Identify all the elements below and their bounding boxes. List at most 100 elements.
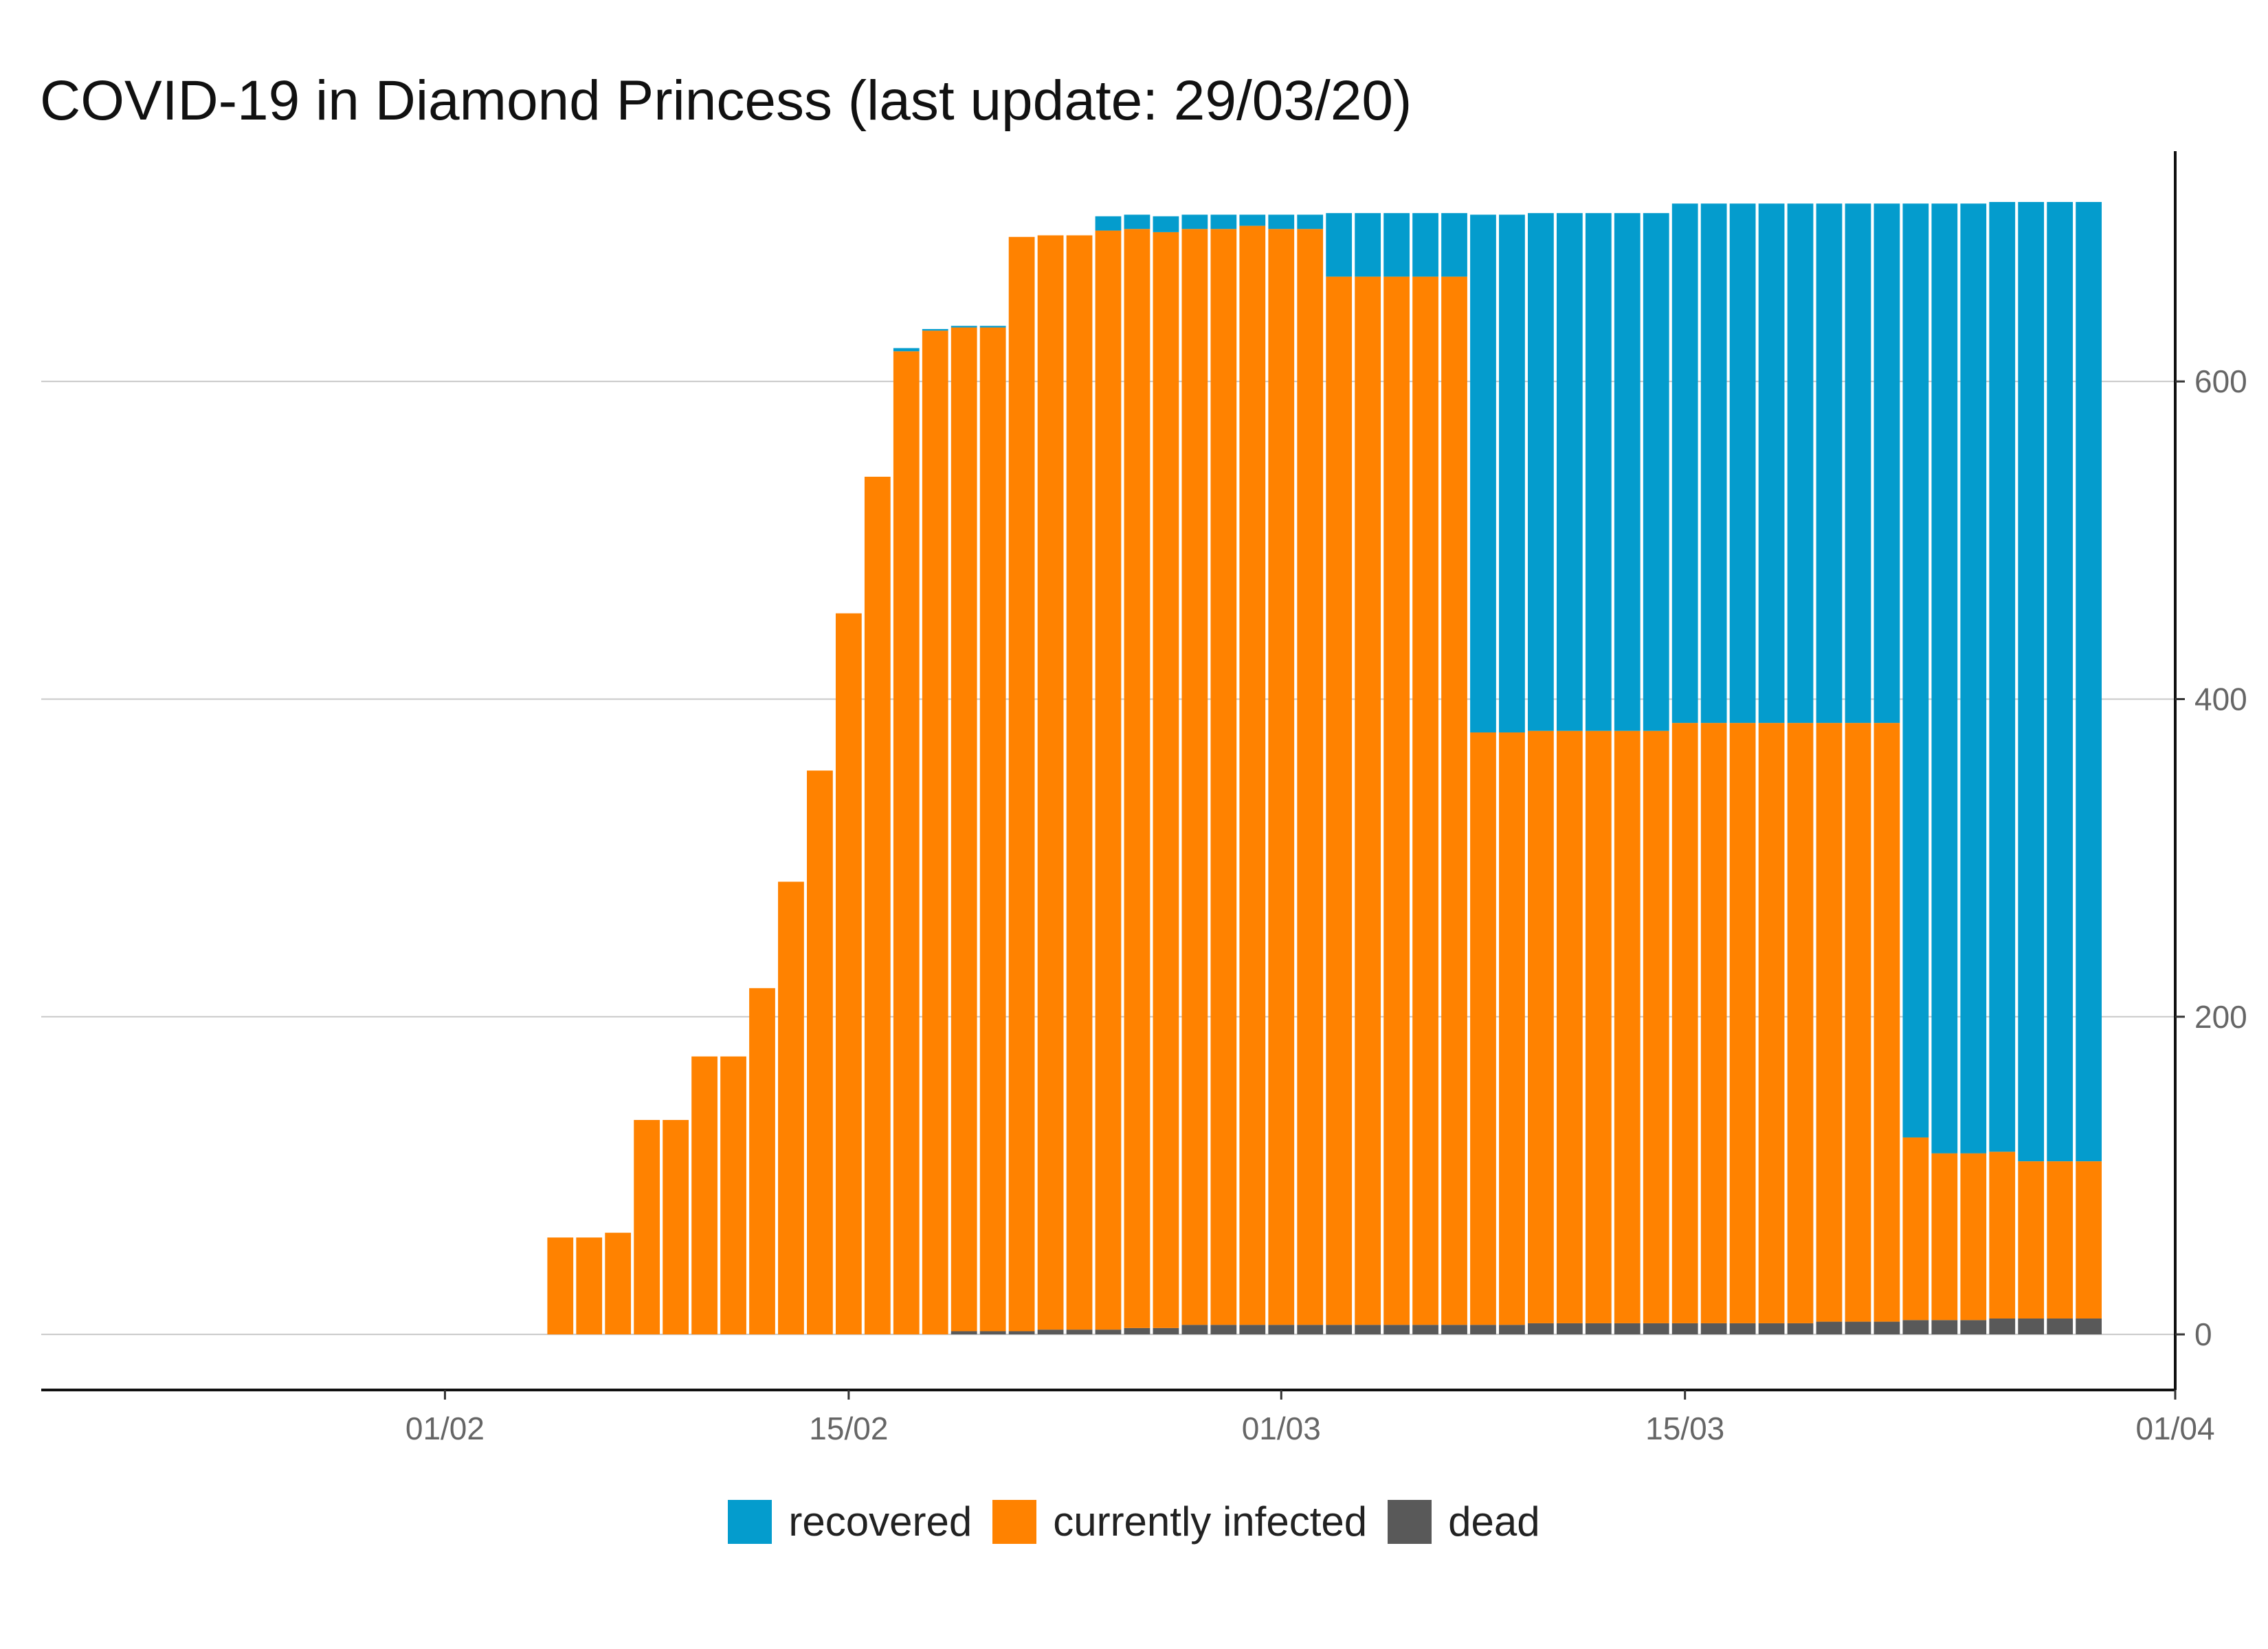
bar-currently-infected (1758, 723, 1785, 1323)
y-tick-label: 600 (2194, 363, 2247, 399)
bar-dead (2076, 1318, 2102, 1335)
bar-dead (1729, 1323, 1756, 1335)
bar-recovered (1643, 213, 1669, 731)
bar-recovered (1153, 216, 1179, 232)
bars (547, 201, 2102, 1335)
bar-recovered (1412, 213, 1438, 277)
bar-recovered (1614, 213, 1641, 731)
y-tick-label: 0 (2194, 1316, 2212, 1352)
bar-recovered (1441, 213, 1467, 277)
bar-dead (1470, 1325, 1496, 1335)
bar-currently-infected (1181, 229, 1208, 1325)
bar-recovered (1902, 203, 1929, 1138)
legend-item-dead: dead (1388, 1498, 1540, 1545)
bar-currently-infected (1700, 723, 1727, 1323)
bar-dead (1383, 1325, 1410, 1335)
x-tick-label: 01/02 (405, 1411, 485, 1446)
bar-recovered (2047, 201, 2074, 1162)
bar-dead (1816, 1321, 1843, 1335)
bar-currently-infected (1210, 229, 1237, 1325)
legend-item-recovered: recovered (728, 1498, 972, 1545)
bar-dead (1124, 1327, 1150, 1335)
bar-dead (1787, 1323, 1814, 1335)
legend-swatch-dead (1388, 1499, 1432, 1544)
axes (41, 151, 2177, 1391)
bar-recovered (1960, 203, 1987, 1154)
bar-dead (1845, 1321, 1871, 1335)
bar-dead (1066, 1330, 1093, 1335)
bar-dead (979, 1331, 1006, 1335)
legend-item-currently-infected: currently infected (992, 1498, 1367, 1545)
bar-currently-infected (720, 1056, 746, 1335)
bar-currently-infected (1989, 1152, 2016, 1319)
tick-labels: 0 200 400 600 01/02 15/02 01/03 15/03 01/04 (405, 363, 2247, 1446)
bar-dead (1326, 1325, 1353, 1335)
bar-dead (1902, 1320, 1929, 1335)
bar-currently-infected (1643, 730, 1669, 1323)
bar-dead (1614, 1323, 1641, 1335)
bar-recovered (2018, 201, 2045, 1162)
bar-currently-infected (950, 327, 977, 1332)
bar-dead (1989, 1318, 2016, 1335)
bar-recovered (1989, 201, 2016, 1152)
bar-recovered (2076, 201, 2102, 1162)
bar-currently-infected (1383, 276, 1410, 1325)
bar-dead (2047, 1318, 2074, 1335)
bar-dead (1556, 1323, 1583, 1335)
bar-currently-infected (1585, 730, 1612, 1323)
bar-currently-infected (1931, 1153, 1958, 1321)
bar-recovered (1210, 214, 1237, 229)
bar-dead (1671, 1323, 1698, 1335)
bar-currently-infected (1412, 276, 1438, 1325)
bar-recovered (1355, 213, 1381, 277)
bar-recovered (1816, 203, 1843, 723)
bar-dead (1153, 1327, 1179, 1335)
bar-currently-infected (1268, 229, 1295, 1325)
bar-currently-infected (1124, 229, 1150, 1328)
bar-dead (1960, 1320, 1987, 1335)
x-tick-label: 01/04 (2135, 1411, 2214, 1446)
bar-dead (1210, 1325, 1237, 1335)
bar-recovered (1931, 203, 1958, 1154)
bar-currently-infected (778, 882, 804, 1335)
bar-dead (1643, 1323, 1669, 1335)
bar-recovered (1845, 203, 1871, 723)
bar-recovered (1758, 203, 1785, 723)
bar-dead (2018, 1318, 2045, 1335)
bar-currently-infected (691, 1056, 718, 1335)
bar-currently-infected (1470, 732, 1496, 1325)
bar-recovered (1181, 214, 1208, 229)
legend: recovered currently infected dead (0, 1498, 2268, 1545)
bar-currently-infected (1499, 732, 1525, 1325)
bar-currently-infected (1355, 276, 1381, 1325)
bar-currently-infected (2018, 1161, 2045, 1319)
bar-currently-infected (605, 1233, 632, 1335)
bar-currently-infected (1528, 730, 1554, 1323)
y-tick-label: 200 (2194, 999, 2247, 1035)
bar-recovered (1874, 203, 1900, 723)
bar-dead (1239, 1325, 1266, 1335)
bar-recovered (1729, 203, 1756, 723)
bar-recovered (1095, 216, 1122, 231)
bar-recovered (1383, 213, 1410, 277)
bar-dead (1037, 1330, 1064, 1335)
bar-dead (1585, 1323, 1612, 1335)
bar-currently-infected (1095, 230, 1122, 1330)
bar-dead (1441, 1325, 1467, 1335)
legend-swatch-currently-infected (992, 1499, 1037, 1544)
bar-recovered (1585, 213, 1612, 731)
bar-dead (1528, 1323, 1554, 1335)
bar-dead (950, 1331, 977, 1335)
bar-currently-infected (1239, 225, 1266, 1325)
bar-recovered (979, 326, 1006, 328)
x-tick-label: 15/03 (1645, 1411, 1724, 1446)
chart-title: COVID-19 in Diamond Princess (last updat… (40, 69, 1412, 132)
bar-currently-infected (1874, 723, 1900, 1322)
bar-currently-infected (2047, 1161, 2074, 1319)
bar-currently-infected (1816, 723, 1843, 1322)
bar-dead (1499, 1325, 1525, 1335)
bar-dead (1181, 1325, 1208, 1335)
bar-currently-infected (922, 330, 948, 1335)
bar-dead (1874, 1321, 1900, 1335)
